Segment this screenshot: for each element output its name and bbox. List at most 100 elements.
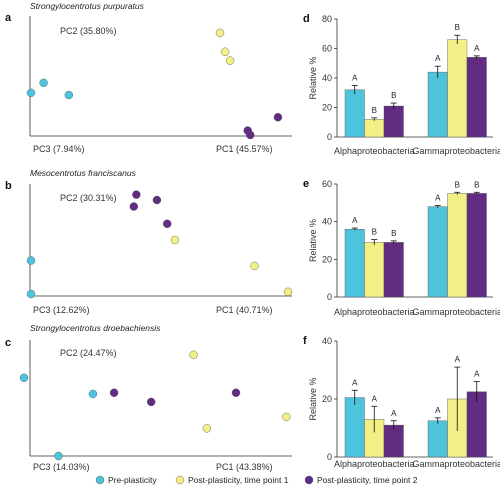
panel-letter-a: a (5, 12, 12, 24)
scatter-point-c-s2 (146, 397, 156, 407)
y-tick-label-d: 20 (322, 103, 332, 113)
scatter-point-b-s1 (250, 261, 259, 271)
pc1-label-b: PC1 (40.71%) (216, 305, 273, 315)
significance-letter-d: A (435, 54, 441, 63)
scatter-point-a-s0 (39, 78, 48, 88)
bar-d-g0-s1 (364, 119, 385, 138)
species-title-c: Strongylocentrotus droebachiensis (30, 323, 161, 333)
pc3-label-b: PC3 (12.62%) (33, 305, 90, 315)
bar-e-g0-s1 (364, 242, 385, 298)
y-axis-label-f: Relative % (308, 377, 318, 420)
scatter-point-c-s0 (19, 373, 29, 382)
significance-letter-e: B (372, 228, 377, 237)
scatter-point-a-s0 (64, 90, 74, 100)
pc2-label-a: PC2 (35.80%) (60, 26, 117, 36)
scatter-point-c-s0 (88, 389, 98, 399)
pc3-label-a: PC3 (7.94%) (33, 144, 85, 154)
category-label-e: Gammaproteobacteria (412, 307, 500, 317)
bar-e-g1-s0 (427, 206, 448, 298)
bar-d-g0-s2 (383, 105, 404, 138)
significance-letter-e: B (391, 229, 396, 238)
significance-letter-e: A (435, 193, 441, 202)
bar-d-g1-s2 (466, 57, 487, 138)
legend-swatch-1 (175, 475, 185, 485)
significance-letter-f: A (372, 394, 378, 403)
category-label-f: Gammaproteobacteria (412, 459, 500, 469)
legend-label-1: Post-plasticity, time point 1 (188, 475, 289, 485)
pc3-label-c: PC3 (14.03%) (33, 462, 90, 472)
y-axis-label-d: Relative % (308, 56, 318, 99)
scatter-point-c-s1 (282, 412, 291, 422)
panel-letter-e: e (303, 178, 309, 190)
bar-f-g0-s0 (344, 397, 365, 458)
significance-letter-d: A (352, 73, 358, 82)
scatter-point-a-s2 (246, 130, 255, 140)
legend-swatch-0 (95, 475, 105, 485)
bar-d-g0-s0 (344, 89, 365, 138)
scatter-point-b-s0 (26, 256, 36, 265)
category-label-d: Alphaproteobacteria (334, 146, 415, 156)
species-title-b: Mesocentrotus franciscanus (30, 168, 137, 178)
scatter-point-c-s0 (54, 451, 63, 461)
category-label-e: Alphaproteobacteria (334, 307, 415, 317)
legend-swatch-2 (304, 475, 314, 485)
panel-letter-c: c (5, 337, 11, 349)
y-tick-label-d: 80 (322, 14, 332, 24)
significance-letter-f: A (474, 370, 480, 379)
scatter-point-c-s2 (231, 388, 241, 397)
significance-letter-e: B (474, 180, 479, 189)
significance-letter-f: A (391, 409, 397, 418)
scatter-point-b-s0 (26, 289, 36, 299)
legend-label-2: Post-plasticity, time point 2 (317, 475, 418, 485)
y-tick-label-d: 40 (322, 73, 332, 83)
bar-d-g1-s1 (447, 39, 468, 138)
y-tick-label-d: 0 (327, 132, 332, 142)
significance-letter-f: A (352, 378, 358, 387)
scatter-point-b-s1 (283, 287, 293, 297)
species-title-a: Strongylocentrotus purpuratus (30, 1, 145, 11)
scatter-point-a-s0 (26, 88, 36, 98)
scatter-point-c-s2 (109, 388, 119, 397)
significance-letter-e: A (352, 216, 358, 225)
panel-letter-d: d (303, 13, 310, 25)
panel-letter-f: f (303, 335, 307, 347)
category-label-f: Alphaproteobacteria (334, 459, 415, 469)
scatter-point-a-s1 (215, 28, 225, 38)
bar-e-g0-s2 (383, 242, 404, 298)
category-label-d: Gammaproteobacteria (412, 146, 500, 156)
panel-letter-b: b (5, 180, 12, 192)
significance-letter-d: B (455, 23, 460, 32)
scatter-point-b-s2 (132, 190, 141, 199)
significance-letter-d: A (474, 44, 480, 53)
scatter-point-c-s1 (202, 424, 212, 433)
pc1-label-a: PC1 (45.57%) (216, 144, 273, 154)
legend-label-0: Pre-plasticity (108, 475, 157, 485)
scatter-point-b-s1 (170, 235, 180, 245)
pc2-label-b: PC2 (30.31%) (60, 193, 117, 203)
y-tick-label-e: 0 (327, 292, 332, 302)
pc2-label-c: PC2 (24.47%) (60, 348, 117, 358)
y-tick-label-f: 20 (322, 394, 332, 404)
bar-e-g1-s1 (447, 193, 468, 298)
y-axis-label-e: Relative % (308, 219, 318, 262)
y-tick-label-d: 60 (322, 44, 332, 54)
significance-letter-f: A (455, 355, 461, 364)
scatter-point-b-s2 (163, 219, 172, 229)
scatter-point-b-s2 (152, 195, 162, 205)
pc1-label-c: PC1 (43.38%) (216, 462, 273, 472)
y-tick-label-e: 60 (322, 179, 332, 189)
significance-letter-d: B (391, 91, 396, 100)
significance-letter-f: A (435, 406, 441, 415)
y-tick-label-f: 0 (327, 452, 332, 462)
scatter-point-a-s2 (273, 113, 283, 122)
bar-e-g0-s0 (344, 228, 365, 298)
y-tick-label-e: 20 (322, 254, 332, 264)
y-tick-label-e: 40 (322, 217, 332, 227)
significance-letter-d: B (372, 106, 377, 115)
scatter-point-c-s1 (189, 350, 198, 359)
scatter-point-a-s1 (225, 56, 235, 65)
bar-f-g0-s2 (383, 424, 404, 458)
significance-letter-e: B (455, 180, 460, 189)
bar-e-g1-s2 (466, 193, 487, 298)
